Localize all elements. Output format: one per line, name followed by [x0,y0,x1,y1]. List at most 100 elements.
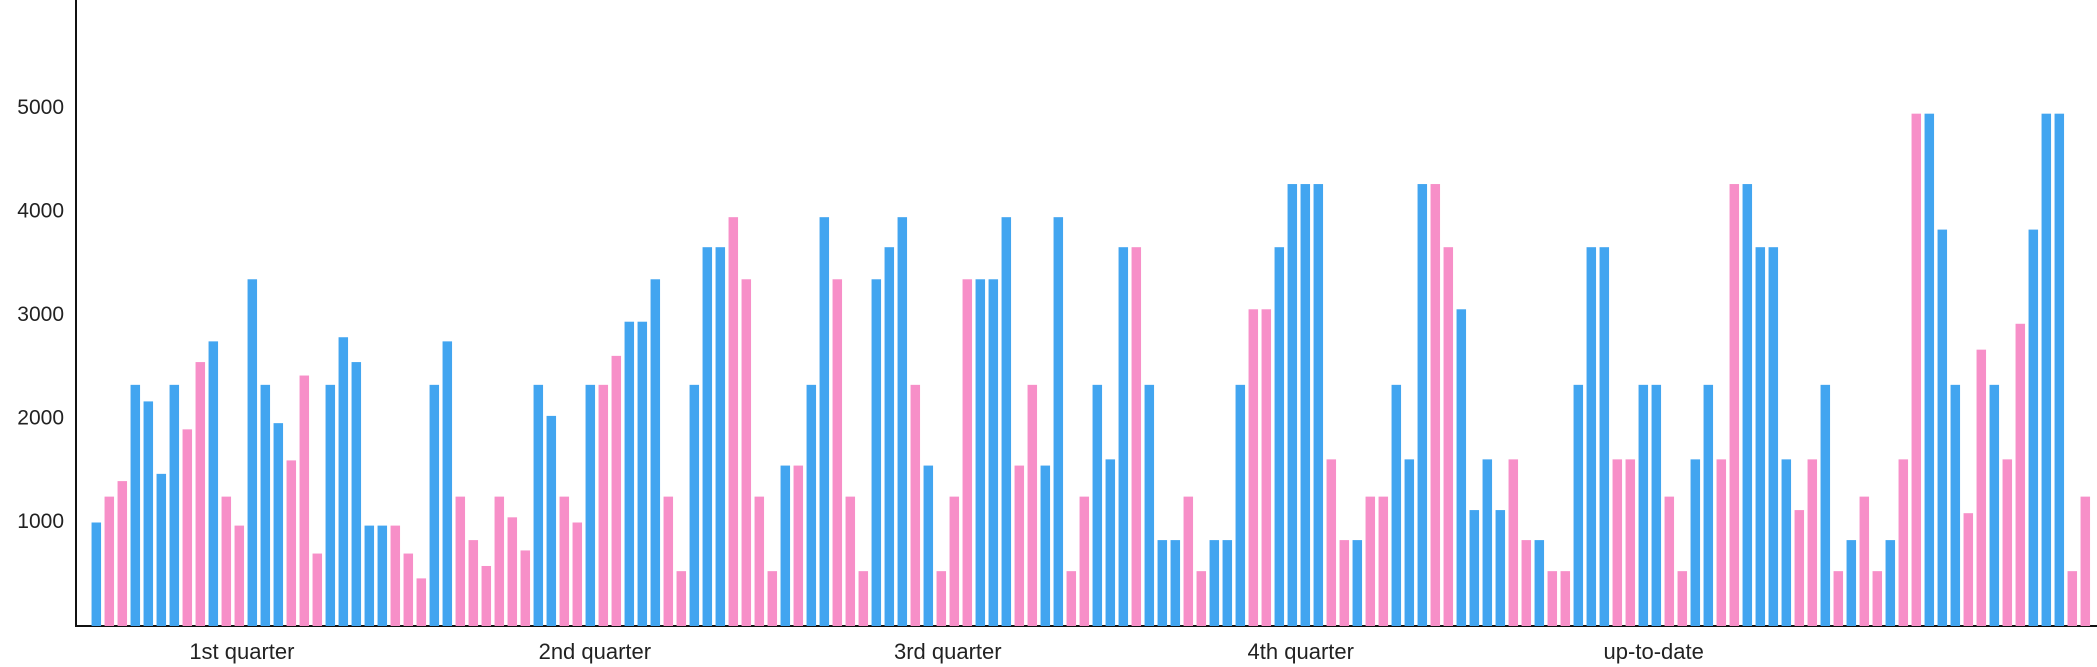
bar [455,496,466,626]
bar [1807,459,1818,626]
bar [1573,384,1584,626]
x-tick-label: up-to-date [1604,639,1704,664]
bar [117,481,128,626]
bar [390,525,401,626]
bar [1794,510,1805,626]
bar [741,279,752,626]
bar [1079,496,1090,626]
bar [1391,384,1402,626]
bar [1742,184,1753,626]
bar [1729,184,1740,626]
bar [598,384,609,626]
bar [1105,459,1116,626]
bar [975,279,986,626]
bar [832,279,843,626]
bar [650,279,661,626]
bar [156,473,167,626]
bar [1183,496,1194,626]
bar [676,571,687,626]
bar [806,384,817,626]
bar [2067,571,2078,626]
bar [689,384,700,626]
bar [988,279,999,626]
bar [195,362,206,626]
bar [1092,384,1103,626]
bar [481,565,492,626]
y-tick-label: 2000 [17,407,64,430]
bar [2002,459,2013,626]
bar [377,525,388,626]
bar [897,217,908,627]
bar [429,384,440,626]
bar [754,496,765,626]
bar [1612,459,1623,626]
bar [325,384,336,626]
bar [1820,384,1831,626]
bar [1235,384,1246,626]
bar [949,496,960,626]
bar [1781,459,1792,626]
bar [1976,349,1987,626]
bar [2028,229,2039,626]
bar [1924,113,1935,627]
bar [1495,510,1506,626]
bar [2041,113,2052,627]
bar [403,553,414,626]
bar [1690,459,1701,626]
bar [624,321,635,626]
bar [260,384,271,626]
bar [1755,247,1766,626]
bar [1196,571,1207,626]
bar [494,496,505,626]
bar [234,525,245,626]
bar [364,525,375,626]
bar [1339,540,1350,626]
bar [312,553,323,626]
bar [611,355,622,626]
bar [442,341,453,626]
bar [1872,571,1883,626]
bar [1482,459,1493,626]
bar [585,384,596,626]
bar [1222,540,1233,626]
bar [286,460,297,626]
bar [819,217,830,627]
bar [1014,465,1025,626]
bar [143,401,154,626]
bar [780,465,791,626]
bar [351,362,362,626]
bar [1469,510,1480,626]
bar [572,522,583,626]
bar [1456,309,1467,626]
bar [1625,459,1636,626]
bar [1287,184,1298,626]
bar [767,571,778,626]
bar [1274,247,1285,626]
bar [520,550,531,626]
bar [91,522,102,626]
bar [1352,540,1363,626]
bar [1703,384,1714,626]
bar [962,279,973,626]
bar [533,384,544,626]
bar [1443,247,1454,626]
bar [169,384,180,626]
bar [1430,184,1441,626]
bar [871,279,882,626]
bar [2080,496,2091,626]
bar [663,496,674,626]
x-tick-label: 3rd quarter [894,639,1002,664]
bar [1508,459,1519,626]
bar [702,247,713,626]
x-tick-label: 2nd quarter [539,639,652,664]
y-tick-label: 4000 [17,200,64,223]
bar [468,540,479,626]
bar [1664,496,1675,626]
bar [1313,184,1324,626]
bar [1157,540,1168,626]
bar [507,517,518,626]
bar [182,429,193,626]
bar [1053,217,1064,627]
bar [728,217,739,627]
